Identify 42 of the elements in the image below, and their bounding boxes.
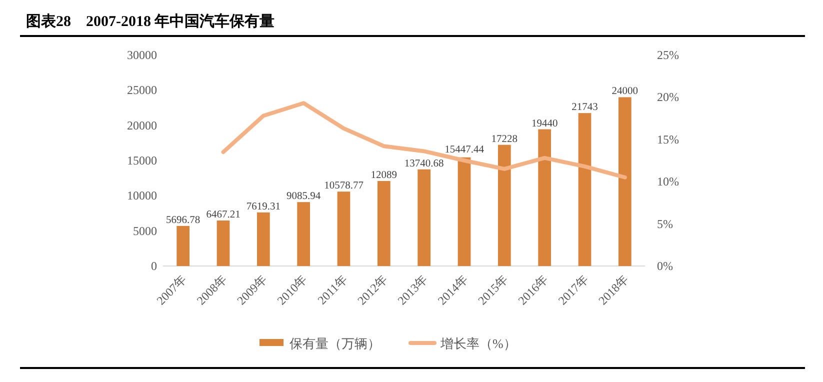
y-tick-label: 20000 bbox=[127, 118, 157, 132]
bar bbox=[538, 129, 552, 266]
bar bbox=[618, 97, 632, 266]
y-tick-label: 25000 bbox=[127, 83, 157, 98]
data-label: 15447.44 bbox=[444, 144, 485, 156]
y2-tick-label: 25% bbox=[657, 48, 679, 62]
data-label: 6467.21 bbox=[206, 210, 240, 221]
bar bbox=[418, 169, 431, 266]
y2-tick-label: 15% bbox=[657, 132, 679, 146]
y-tick-label: 5000 bbox=[133, 224, 157, 238]
data-label: 19440 bbox=[531, 118, 558, 130]
y-tick-label: 15000 bbox=[127, 154, 157, 168]
chart-title: 图表28 2007-2018 年中国汽车保有量 bbox=[26, 12, 275, 30]
y-tick-label: 10000 bbox=[127, 188, 157, 203]
bar bbox=[297, 202, 310, 266]
y2-tick-label: 10% bbox=[657, 174, 679, 189]
data-label: 12089 bbox=[370, 170, 398, 181]
data-label: 17228 bbox=[491, 134, 518, 145]
data-label: 13740.68 bbox=[404, 158, 444, 170]
bar bbox=[256, 212, 270, 266]
legend-label: 增长率（%） bbox=[440, 336, 516, 351]
legend-label: 保有量（万辆） bbox=[290, 336, 380, 351]
bar bbox=[216, 220, 230, 266]
data-label: 5696.78 bbox=[166, 214, 200, 226]
bar bbox=[498, 144, 511, 266]
data-label: 10578.77 bbox=[324, 180, 364, 192]
bar bbox=[458, 157, 471, 266]
data-label: 9085.94 bbox=[286, 191, 322, 202]
bar bbox=[337, 192, 350, 266]
data-label: 24000 bbox=[612, 86, 638, 98]
bar bbox=[578, 113, 592, 266]
x-tick-label: 2011年 bbox=[314, 272, 350, 308]
y-tick-label: 0 bbox=[151, 259, 157, 273]
bar bbox=[377, 180, 390, 266]
y2-tick-label: 0% bbox=[657, 259, 673, 273]
y-tick-label: 30000 bbox=[127, 48, 157, 62]
data-label: 21743 bbox=[572, 102, 598, 114]
line-series bbox=[221, 101, 627, 180]
y2-tick-label: 5% bbox=[657, 216, 673, 231]
y2-tick-label: 20% bbox=[657, 90, 679, 104]
data-label: 7619.31 bbox=[246, 201, 280, 212]
bar bbox=[176, 226, 190, 266]
